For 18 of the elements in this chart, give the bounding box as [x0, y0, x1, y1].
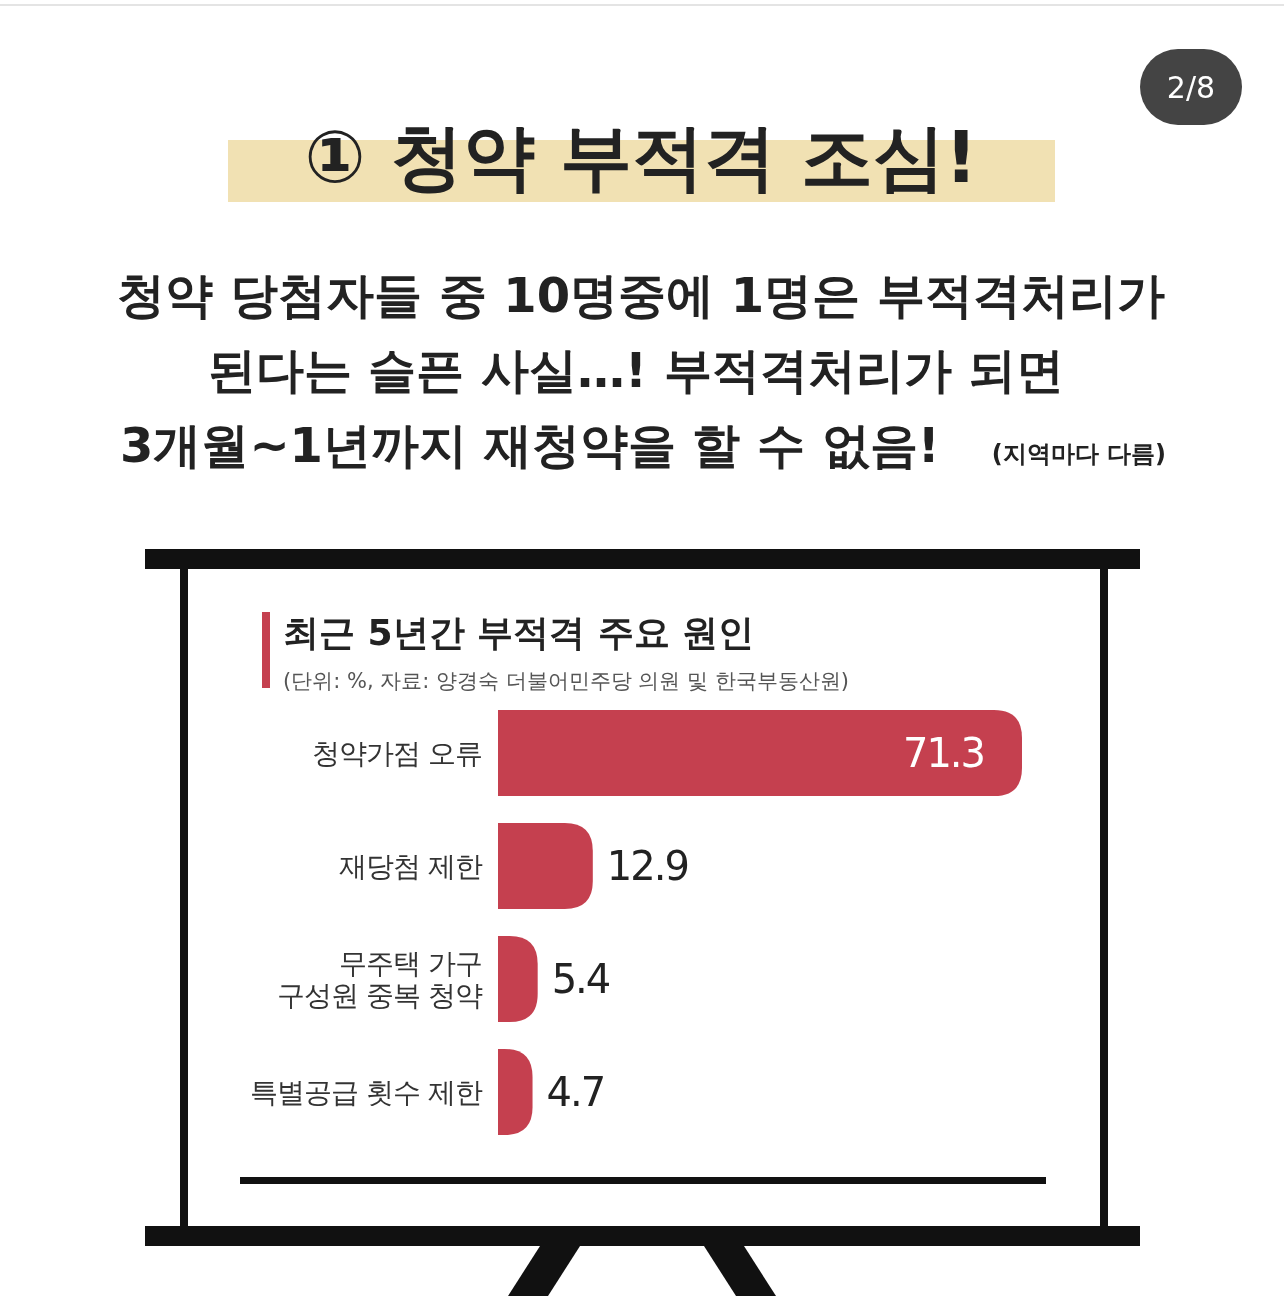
bar: [498, 823, 593, 909]
data-label: 71.3: [902, 730, 984, 776]
text: 2/8: [1166, 70, 1216, 105]
y-tick-label: 무주택 가구 구성원 중복 청약: [277, 946, 483, 1013]
chart-subtitle: (단위: %, 자료: 양경숙 더불어민주당 의원 및 한국부동산원): [283, 669, 849, 693]
data-label: 12.9: [606, 843, 688, 889]
bar: [498, 710, 1022, 796]
text: 된다는 슬픈 사실…! 부적격처리가 되면: [207, 342, 1065, 398]
data-label: 5.4: [551, 956, 610, 1002]
y-tick-label: 청약가점 오류: [312, 737, 482, 770]
text: (지역마다 다름): [991, 440, 1166, 468]
y-tick-label: 특별공급 횟수 제한: [250, 1076, 483, 1109]
text: ① 청약 부적격 조심!: [304, 115, 978, 199]
y-tick-label: 재당첨 제한: [339, 850, 483, 883]
chart-title: 최근 5년간 부적격 주요 원인: [283, 612, 755, 653]
text: 3개월~1년까지 재청약을 할 수 없음!: [120, 417, 940, 473]
text: 청약 당첨자들 중 10명중에 1명은 부적격처리가: [117, 267, 1165, 323]
data-label: 4.7: [546, 1069, 605, 1115]
